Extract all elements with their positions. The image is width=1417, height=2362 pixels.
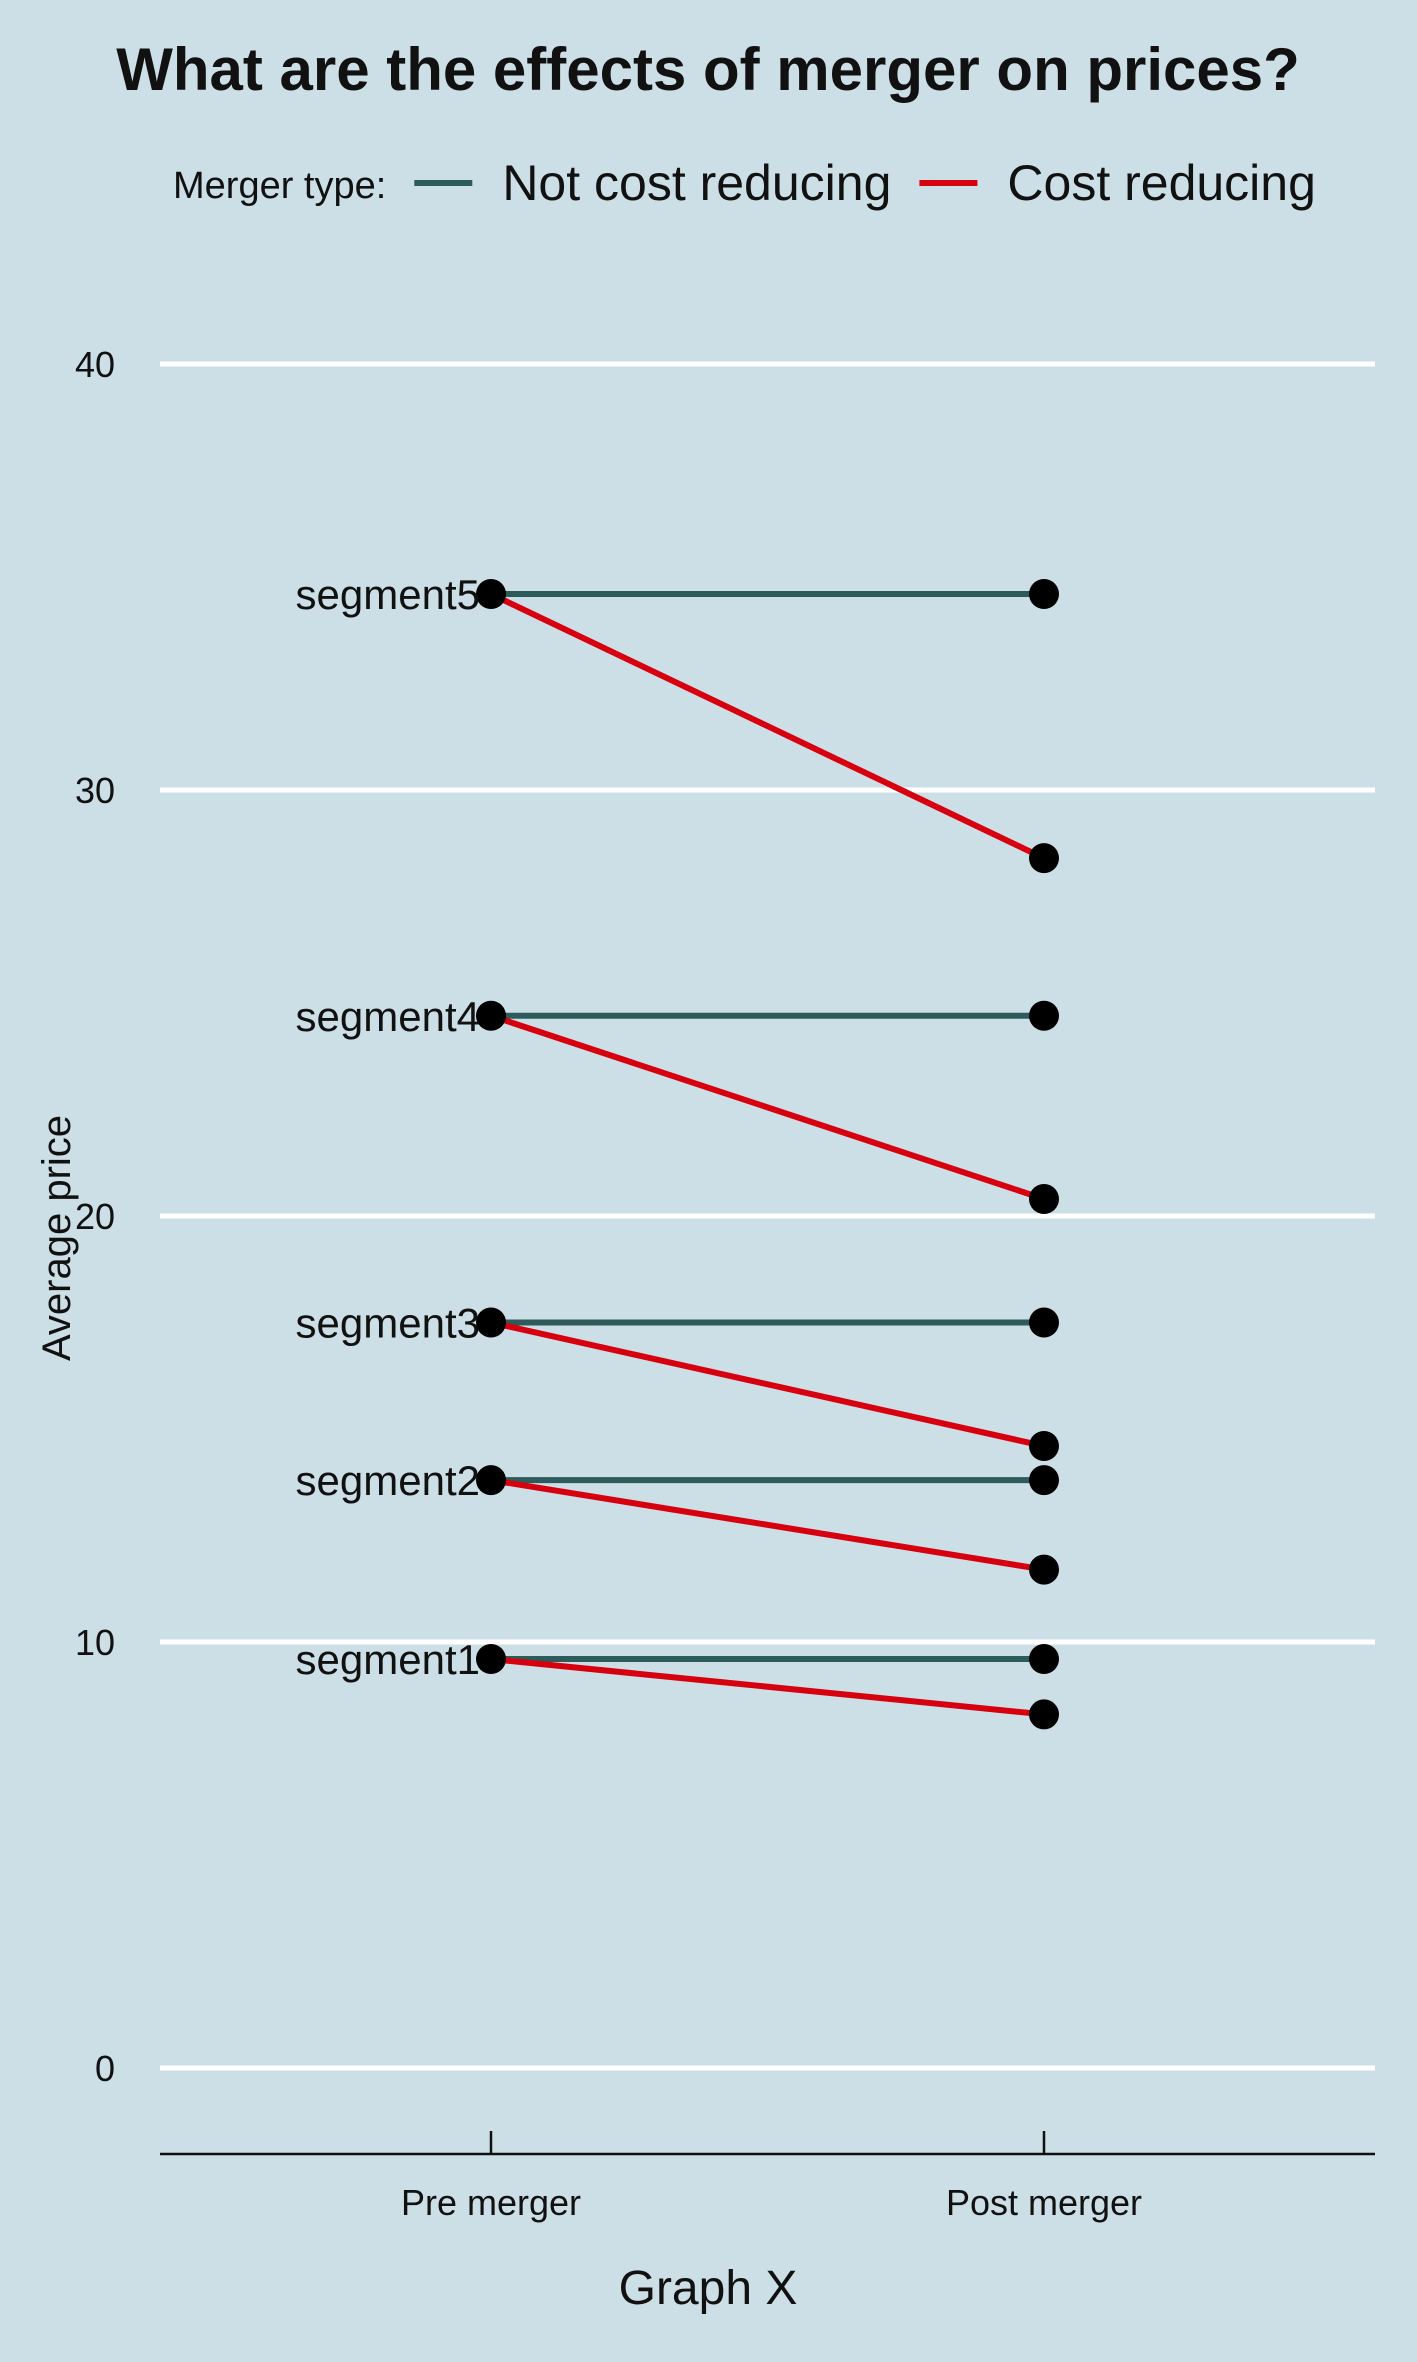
legend-title: Merger type: — [173, 165, 386, 207]
segment-label-segment4: segment4 — [296, 993, 480, 1040]
line-cost-reducing-segment3 — [490, 1319, 1045, 1449]
x-axis: Pre merger Post merger — [160, 2131, 1375, 2223]
y-axis-title: Average price — [35, 1115, 79, 1361]
point-post-cost-reducing-segment1 — [1029, 1699, 1059, 1730]
point-pre-segment5 — [476, 579, 506, 610]
x-tick-label-1: Pre merger — [401, 2182, 581, 2223]
point-pre-segment1 — [476, 1644, 506, 1675]
point-post-cost-reducing-segment4 — [1029, 1183, 1059, 1214]
point-pre-segment3 — [476, 1307, 506, 1338]
legend-label-2: Cost reducing — [1007, 155, 1316, 211]
legend: Merger type: Not cost reducing Cost reduc… — [173, 155, 1316, 211]
line-cost-reducing-segment2 — [490, 1477, 1045, 1573]
y-tick-labels: 0 10 20 30 40 — [75, 344, 115, 2089]
point-pre-segment2 — [476, 1465, 506, 1496]
x-tick-label-2: Post merger — [946, 2182, 1142, 2223]
segment-label-segment2: segment2 — [296, 1457, 480, 1504]
point-post-cost-reducing-segment5 — [1029, 843, 1059, 874]
segment-label-segment1: segment1 — [296, 1636, 480, 1683]
point-post-not-cost-reducing-segment1 — [1029, 1644, 1059, 1675]
segment-label-segment3: segment3 — [296, 1300, 480, 1347]
x-axis-title: Graph X — [619, 2262, 798, 2315]
point-post-not-cost-reducing-segment3 — [1029, 1307, 1059, 1338]
point-post-not-cost-reducing-segment2 — [1029, 1465, 1059, 1496]
segment-label-segment5: segment5 — [296, 571, 480, 618]
segment-labels: segment1 segment2 segment3 segment4 segment5 — [296, 571, 480, 1683]
line-cost-reducing-segment4 — [490, 1012, 1045, 1202]
y-tick-label-20: 20 — [75, 1196, 115, 1237]
line-cost-reducing-segment1 — [490, 1656, 1045, 1718]
legend-label-1: Not cost reducing — [502, 155, 891, 211]
data-points — [476, 579, 1059, 1730]
y-tick-label-30: 30 — [75, 770, 115, 811]
series-lines — [489, 591, 1046, 1718]
point-post-cost-reducing-segment2 — [1029, 1554, 1059, 1585]
y-tick-label-10: 10 — [75, 1622, 115, 1663]
point-post-cost-reducing-segment3 — [1029, 1431, 1059, 1462]
line-cost-reducing-segment5 — [489, 591, 1046, 861]
point-post-not-cost-reducing-segment5 — [1029, 579, 1059, 610]
point-pre-segment4 — [476, 1000, 506, 1031]
point-post-not-cost-reducing-segment4 — [1029, 1000, 1059, 1031]
chart-title: What are the effects of merger on prices… — [116, 36, 1300, 103]
y-tick-label-0: 0 — [95, 2048, 115, 2089]
y-tick-label-40: 40 — [75, 344, 115, 385]
grid — [160, 361, 1375, 2071]
